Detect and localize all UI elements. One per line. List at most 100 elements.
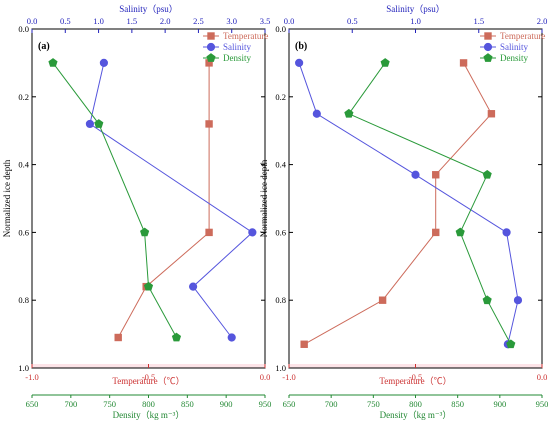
salinity-axis-title: Salinity（psu）: [119, 4, 178, 14]
temperature-tick-label: -0.5: [142, 372, 155, 382]
data-point-salinity: [513, 296, 523, 305]
series-line-density: [52, 62, 177, 338]
data-point-temperature: [300, 340, 308, 348]
data-point-temperature: [205, 228, 213, 237]
density-tick-label: 800: [142, 399, 155, 409]
plot-frame: [31, 28, 266, 369]
density-tick-label: 800: [409, 399, 422, 409]
density-tick-label: 650: [26, 399, 39, 409]
panel-b: 0.0 0.2 0.4 0.6 0.8 1.0 Normalized ice depth 0.…: [259, 4, 548, 420]
temperature-tick-label: -0.5: [409, 372, 422, 382]
data-point-salinity: [411, 170, 420, 179]
salinity-tick-label: 1.0: [93, 16, 104, 26]
panel-a: 0.0 0.2 0.4 0.6 0.8 1.0 Normalized ice depth 0.…: [2, 4, 271, 420]
y-tick-label: 0.2: [275, 92, 286, 102]
density-tick-label: 650: [283, 399, 296, 409]
salinity-tick-label: 2.5: [193, 16, 204, 26]
density-tick-label: 850: [451, 399, 464, 409]
data-point-temperature: [205, 120, 213, 128]
temperature-tick-label: -1.0: [282, 372, 295, 382]
data-point-density: [482, 295, 492, 305]
y-tick-label: 0.8: [275, 295, 286, 305]
legend-marker-salinity: [206, 42, 216, 52]
temperature-axis-title: Temperature（℃）: [112, 376, 184, 386]
salinity-tick-label: 2.0: [537, 16, 548, 26]
legend-marker-temperature: [207, 32, 215, 40]
y-tick-label: 1.0: [275, 363, 286, 373]
salinity-tick-label: 0.5: [60, 16, 71, 26]
data-point-density: [344, 108, 354, 118]
legend-label-salinity: Salinity: [223, 42, 252, 52]
salinity-tick-label: 3.0: [226, 16, 237, 26]
legend-label-density: Density: [223, 53, 251, 63]
salinity-axis-title: Salinity（psu）: [386, 4, 445, 14]
data-point-density: [171, 332, 182, 342]
y-tick-label: 1.0: [18, 363, 29, 373]
data-point-salinity: [312, 109, 321, 118]
density-axis-title: Density（kg m⁻³）: [380, 410, 452, 420]
density-tick-label: 900: [220, 399, 233, 409]
data-point-density: [140, 227, 150, 237]
density-tick-label: 950: [536, 399, 549, 409]
legend-label-salinity: Salinity: [500, 42, 529, 52]
y-tick-label: 0.6: [275, 227, 286, 237]
salinity-tick-label: 0.0: [284, 16, 295, 26]
salinity-tick-label: 1.0: [410, 16, 421, 26]
salinity-tick-label: 1.5: [473, 16, 484, 26]
salinity-tick-label: 3.5: [260, 16, 271, 26]
y-axis-title: Normalized ice depth: [259, 159, 269, 237]
data-point-temperature: [432, 171, 440, 179]
data-point-density: [455, 227, 465, 237]
data-point-salinity: [85, 119, 95, 129]
legend-label-temperature: Temperature: [500, 31, 545, 41]
plot-frame: [288, 28, 543, 369]
data-point-salinity: [189, 282, 198, 291]
panel-label: (b): [295, 41, 307, 52]
density-axis-title: Density（kg m⁻³）: [113, 410, 185, 420]
series-line-density: [348, 62, 512, 345]
data-point-density: [506, 339, 516, 349]
data-point-temperature: [114, 333, 122, 342]
legend-marker-temperature: [484, 32, 492, 40]
panel-label: (a): [38, 41, 50, 52]
data-point-temperature: [487, 110, 496, 118]
density-tick-label: 750: [103, 399, 116, 409]
data-point-salinity: [248, 228, 257, 237]
legend-label-temperature: Temperature: [223, 31, 268, 41]
salinity-tick-label: 0.0: [27, 16, 38, 26]
temperature-tick-label: 0.0: [537, 372, 548, 382]
y-tick-label: 0.4: [275, 160, 286, 170]
data-point-salinity: [99, 58, 108, 68]
y-tick-label: 0.6: [18, 227, 29, 237]
data-point-temperature: [432, 228, 440, 237]
y-tick-label: 0.0: [275, 24, 286, 34]
series-line-temperature: [303, 62, 493, 345]
legend-marker-density: [483, 53, 493, 62]
data-point-density: [94, 119, 104, 128]
density-tick-label: 700: [64, 399, 77, 409]
y-tick-label: 0.2: [18, 92, 29, 102]
salinity-tick-label: 0.5: [347, 16, 358, 26]
data-point-density: [380, 58, 390, 67]
data-point-temperature: [459, 59, 468, 67]
legend-marker-salinity: [483, 42, 493, 52]
salinity-tick-label: 2.0: [160, 16, 171, 26]
data-point-temperature: [378, 296, 387, 304]
y-axis-title: Normalized ice depth: [2, 159, 12, 237]
density-tick-label: 700: [325, 399, 338, 409]
legend-label-density: Density: [500, 53, 528, 63]
data-point-salinity: [295, 58, 304, 68]
series-line-salinity: [89, 62, 254, 338]
data-point-salinity: [502, 228, 511, 237]
series-line-salinity: [298, 62, 519, 345]
density-tick-label: 750: [367, 399, 380, 409]
data-point-density: [48, 58, 58, 67]
salinity-tick-label: 1.5: [127, 16, 138, 26]
data-point-salinity: [227, 333, 236, 342]
series-line-temperature: [117, 62, 210, 338]
legend-marker-density: [206, 53, 216, 62]
temperature-tick-label: -1.0: [25, 372, 38, 382]
temperature-tick-label: 0.0: [260, 372, 271, 382]
